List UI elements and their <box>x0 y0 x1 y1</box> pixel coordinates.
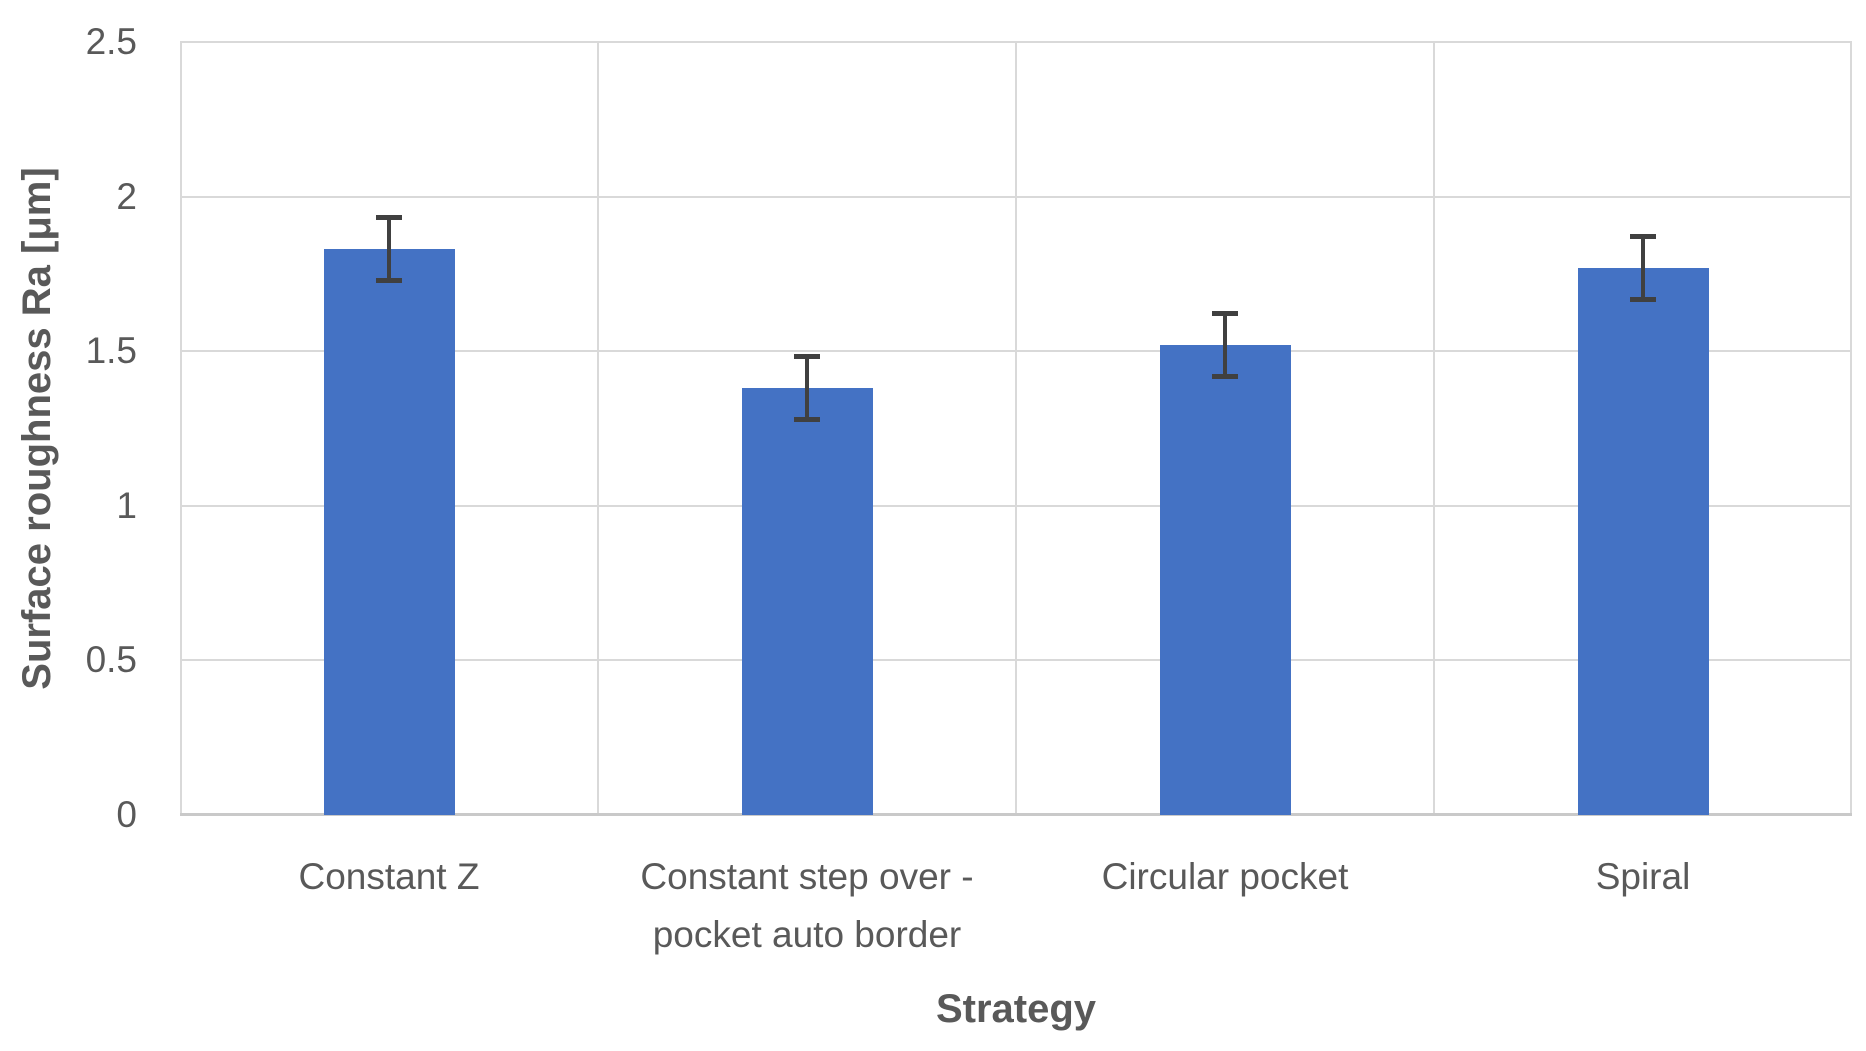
y-tick-label: 1 <box>116 484 137 526</box>
error-bar-line <box>387 215 391 284</box>
bar <box>1159 345 1291 815</box>
error-bar-line <box>1223 311 1227 380</box>
x-category-label: Constant Z <box>298 856 480 897</box>
plot-area <box>180 41 1852 816</box>
bar <box>323 249 455 815</box>
x-axis-title: Strategy <box>935 987 1097 1031</box>
vertical-gridline <box>1015 42 1017 815</box>
x-axis-line <box>180 813 1852 816</box>
y-tick-label: 2.5 <box>85 21 137 62</box>
vertical-gridline <box>597 42 599 815</box>
error-bar-cap-top <box>794 354 820 360</box>
vertical-gridline <box>1433 42 1435 815</box>
y-tick-label: 0.5 <box>85 639 137 681</box>
error-bar-line <box>1641 233 1645 302</box>
bar <box>1577 267 1709 815</box>
y-axis-title: Surface roughness Ra [μm] <box>15 167 59 690</box>
error-bar-cap-top <box>1630 233 1656 239</box>
error-bar-cap-bottom <box>794 417 820 423</box>
y-tick-label: 2 <box>116 175 137 217</box>
error-bar-cap-bottom <box>1630 296 1656 302</box>
error-bar-line <box>805 354 809 423</box>
vertical-gridline <box>1850 42 1852 815</box>
error-bar-cap-bottom <box>1212 374 1238 380</box>
y-axis-line <box>180 42 182 815</box>
error-bar-cap-top <box>1212 311 1238 316</box>
x-category-label: Constant step over - pocket auto border <box>640 856 974 955</box>
y-tick-label: 1.5 <box>85 330 137 372</box>
x-category-label: Spiral <box>1595 856 1691 897</box>
bar <box>741 388 873 815</box>
error-bar-cap-top <box>376 215 402 221</box>
y-tick-label: 0 <box>116 794 137 835</box>
x-category-label: Circular pocket <box>1101 856 1349 897</box>
error-bar-cap-bottom <box>376 278 402 284</box>
